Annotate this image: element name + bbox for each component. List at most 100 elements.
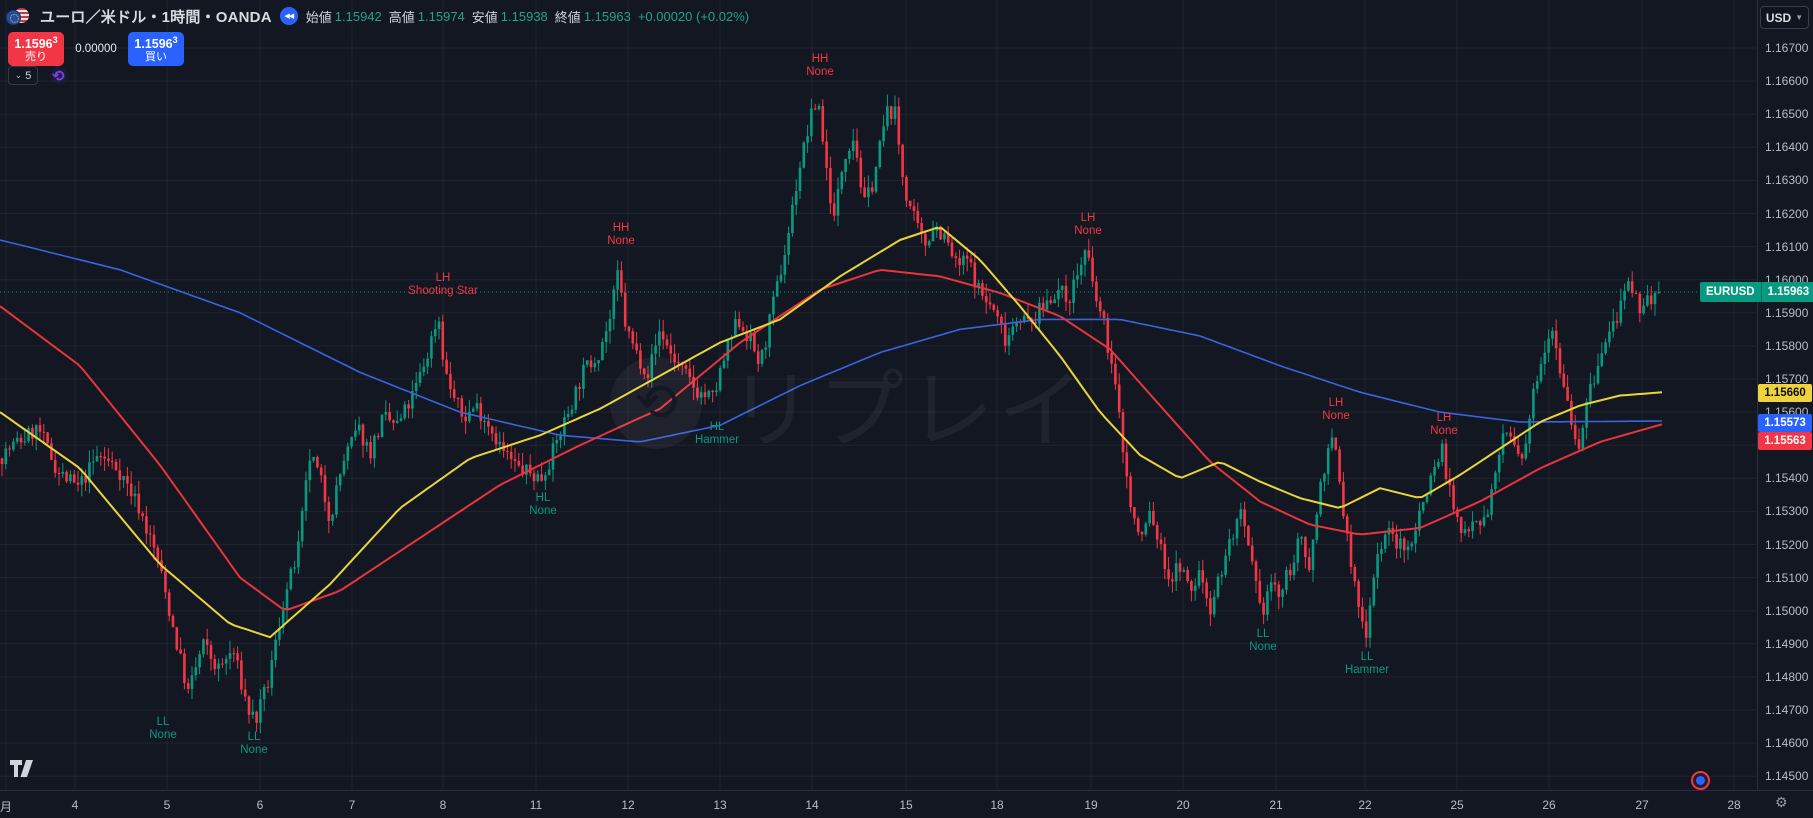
- candle-body: [688, 368, 692, 377]
- candle-body: [1186, 570, 1189, 582]
- candle-body: [224, 658, 228, 664]
- candle-body: [1049, 300, 1053, 304]
- candle-body: [240, 660, 243, 690]
- candle-body: [882, 126, 885, 142]
- candle-body: [1022, 315, 1026, 323]
- candle-body: [202, 639, 205, 655]
- candle-body: [88, 462, 91, 483]
- time-tick-label: 4: [71, 798, 79, 812]
- sync-icon[interactable]: ⟲: [52, 67, 65, 85]
- currency-dropdown[interactable]: USD ▼: [1760, 6, 1809, 29]
- candle-body: [1285, 569, 1288, 590]
- candle-count-button[interactable]: ⌄ 5: [8, 66, 38, 85]
- candle-body: [760, 349, 764, 364]
- time-tick-label: 22: [1358, 798, 1372, 812]
- candle-body: [84, 476, 87, 483]
- candle-body: [1098, 301, 1102, 312]
- candle-body: [513, 458, 517, 461]
- candle-body: [426, 358, 429, 367]
- candle-body: [414, 382, 418, 392]
- candle-body: [103, 456, 106, 459]
- candle-body: [1615, 321, 1619, 323]
- candle-body: [1235, 519, 1239, 539]
- candle-body: [236, 653, 239, 661]
- candle-body: [1399, 538, 1402, 549]
- candle-body: [1573, 424, 1577, 440]
- candle-body: [1247, 526, 1250, 546]
- candle-body: [1452, 485, 1455, 510]
- candle-body: [259, 699, 262, 723]
- chevron-down-icon: ▼: [1795, 13, 1804, 22]
- candle-body: [1209, 598, 1212, 615]
- candle-body: [1212, 596, 1216, 615]
- candle-body: [753, 332, 756, 352]
- candle-body: [357, 424, 361, 431]
- candle-body: [422, 366, 426, 373]
- candle-body: [1501, 433, 1505, 455]
- tradingview-logo[interactable]: [10, 760, 40, 784]
- candle-body: [669, 345, 673, 354]
- candle-body: [80, 476, 84, 485]
- candle-body: [148, 533, 152, 535]
- price-tick-label: 1.15800: [1765, 338, 1809, 353]
- price-tick-label: 1.14600: [1765, 736, 1809, 751]
- candle-body: [42, 431, 46, 433]
- candle-body: [1171, 579, 1174, 582]
- candle-body: [487, 420, 490, 427]
- candle-body: [494, 433, 498, 445]
- candle-body: [312, 456, 315, 461]
- candle-body: [905, 176, 908, 201]
- candle-body: [198, 654, 201, 668]
- candle-body: [479, 403, 483, 422]
- restart-replay-button[interactable]: [1691, 771, 1710, 790]
- candle-body: [72, 474, 76, 483]
- sell-price-sup: 3: [52, 34, 58, 45]
- candle-body: [616, 270, 619, 290]
- candle-body: [718, 367, 722, 391]
- symbol-title[interactable]: ユーロ／米ドル・1時間・OANDA: [40, 8, 272, 26]
- candle-body: [813, 108, 817, 110]
- gear-icon[interactable]: ⚙: [1775, 794, 1788, 810]
- time-tick-label: 18: [990, 798, 1004, 812]
- candle-body: [23, 441, 27, 443]
- ma-yellow-line: [0, 227, 1663, 639]
- candle-body: [540, 474, 543, 481]
- time-tick-label: 6: [256, 798, 264, 812]
- candle-body: [316, 456, 319, 468]
- candle-body: [779, 274, 783, 282]
- candle-body: [350, 436, 353, 447]
- candle-body: [1083, 250, 1087, 265]
- candle-body: [939, 226, 942, 240]
- time-tick-label: 20: [1176, 798, 1190, 812]
- time-axis[interactable]: 月 4 5 6 7 8 11 12 13 14 15 18 19 20 21 22 25 26 27 28: [0, 790, 1813, 818]
- candle-body: [1372, 577, 1376, 606]
- buy-button[interactable]: 1.15963 買い: [128, 32, 184, 66]
- candle-body: [209, 645, 213, 660]
- candle-body: [110, 460, 114, 462]
- candle-body: [1079, 264, 1083, 276]
- candle-body: [1038, 302, 1041, 324]
- candle-body: [1304, 536, 1307, 558]
- candle-body: [973, 262, 977, 288]
- candle-body: [711, 390, 714, 393]
- candle-body: [164, 571, 167, 593]
- candle-body: [433, 329, 437, 337]
- time-tick-label: 月: [0, 800, 13, 814]
- candle-body: [1239, 509, 1243, 520]
- candle-body: [1076, 275, 1079, 280]
- buy-price: 1.1596: [134, 37, 173, 52]
- candle-body: [810, 108, 813, 137]
- candle-body: [1129, 476, 1132, 508]
- candle-body: [798, 167, 802, 192]
- candle-body: [1136, 518, 1140, 533]
- candle-body: [859, 157, 863, 188]
- sell-button[interactable]: 1.15963 売り: [8, 32, 64, 66]
- candle-body: [741, 326, 745, 332]
- candle-body: [1433, 466, 1436, 476]
- candle-body: [722, 360, 726, 368]
- candle-body: [1577, 439, 1581, 449]
- candle-body: [1589, 383, 1592, 402]
- candle-body: [145, 516, 148, 534]
- fast-rewind-icon[interactable]: ◀◀: [279, 7, 298, 25]
